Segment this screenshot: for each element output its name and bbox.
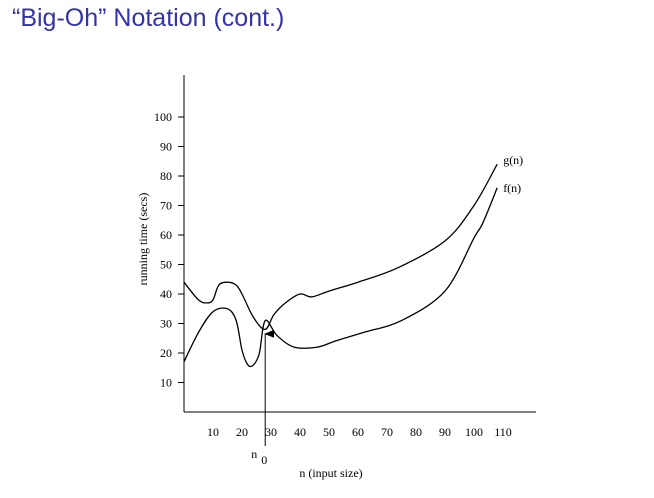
- x-tick-label-30: 30: [265, 425, 277, 439]
- y-tick-label-60: 60: [160, 228, 172, 242]
- y-tick-label-30: 30: [160, 317, 172, 331]
- n0-label-subscript: 0: [261, 453, 267, 467]
- y-tick-label-90: 90: [160, 140, 172, 154]
- x-axis-title: n (input size): [299, 466, 362, 480]
- y-tick-label-20: 20: [160, 346, 172, 360]
- f-of-n-label: f(n): [503, 181, 521, 195]
- y-tick-label-80: 80: [160, 169, 172, 183]
- x-tick-label-20: 20: [236, 425, 248, 439]
- f-of-n-curve: [183, 187, 498, 368]
- y-tick-labels: 10 20 30 40 50 60 70 80 90 100: [154, 110, 172, 390]
- y-tick-label-70: 70: [160, 199, 172, 213]
- g-of-n-label: g(n): [503, 153, 523, 167]
- x-tick-label-80: 80: [410, 425, 422, 439]
- x-tick-label-90: 90: [439, 425, 451, 439]
- y-tick-label-40: 40: [160, 287, 172, 301]
- y-tick-label-50: 50: [160, 258, 172, 272]
- g-of-n-curve: [183, 163, 498, 331]
- x-tick-labels: 10 20 30 40 50 60 70 80 90 100 110: [207, 425, 512, 439]
- y-axis-title: running time (secs): [136, 193, 150, 286]
- slide-title: “Big-Oh” Notation (cont.): [12, 4, 285, 32]
- y-tick-marks: [178, 116, 184, 383]
- y-tick-label-10: 10: [160, 376, 172, 390]
- x-tick-label-100: 100: [465, 425, 483, 439]
- x-tick-label-70: 70: [381, 425, 393, 439]
- x-tick-label-50: 50: [323, 425, 335, 439]
- x-tick-label-40: 40: [294, 425, 306, 439]
- x-tick-label-110: 110: [494, 425, 512, 439]
- x-tick-label-10: 10: [207, 425, 219, 439]
- x-tick-label-60: 60: [352, 425, 364, 439]
- n0-label-main: n: [251, 447, 257, 461]
- y-tick-label-100: 100: [154, 110, 172, 124]
